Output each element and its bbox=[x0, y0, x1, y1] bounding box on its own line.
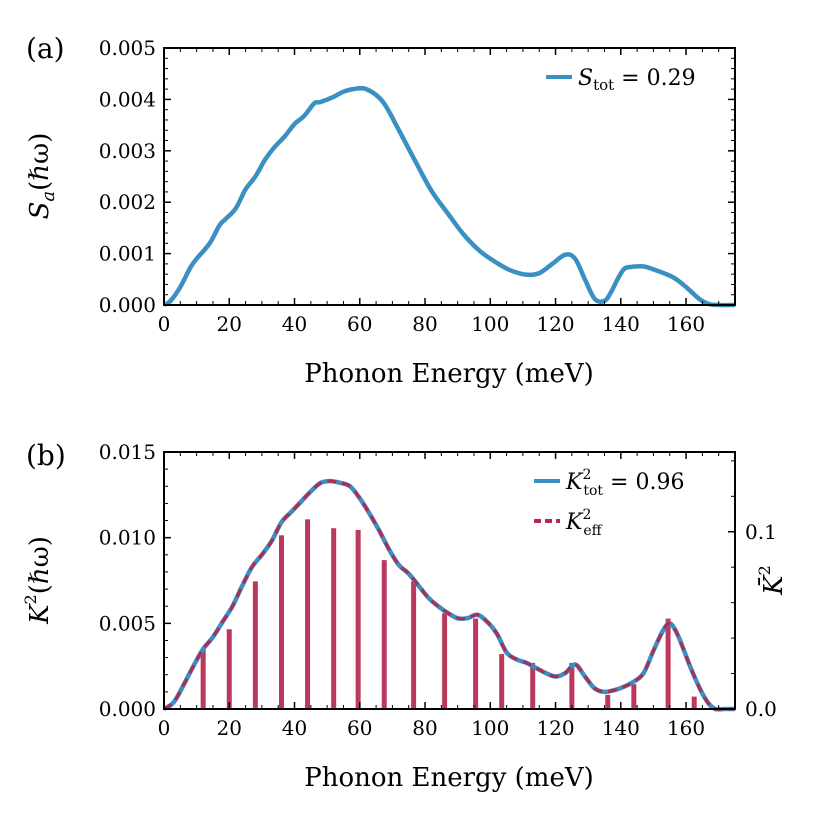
bar bbox=[411, 581, 417, 709]
panel-a-xlabel: Phonon Energy (meV) bbox=[304, 359, 594, 389]
y-tick-label: 0.010 bbox=[99, 526, 156, 550]
bar bbox=[278, 535, 284, 709]
x-tick-label: 160 bbox=[667, 312, 705, 336]
panel-b-frame bbox=[163, 451, 736, 710]
bar bbox=[665, 618, 671, 709]
y-tick-label: 0.004 bbox=[99, 87, 156, 111]
bar bbox=[381, 560, 387, 709]
bar bbox=[530, 662, 536, 709]
y-tick-label: 0.000 bbox=[99, 293, 156, 317]
bar bbox=[305, 519, 311, 709]
bar bbox=[331, 528, 337, 709]
bar bbox=[691, 696, 697, 709]
series-line-k-eff bbox=[163, 479, 735, 711]
y-tick-label: 0.005 bbox=[99, 611, 156, 635]
x-tick-label: 100 bbox=[471, 312, 509, 336]
x-tick-label: 0 bbox=[158, 312, 171, 336]
series-line-k-tot bbox=[162, 478, 735, 712]
panel-a-frame bbox=[163, 47, 736, 306]
bar bbox=[631, 684, 637, 709]
bar bbox=[442, 613, 448, 709]
y-tick-label: 0.002 bbox=[99, 190, 156, 214]
bar bbox=[569, 662, 575, 709]
x-tick-label: 160 bbox=[667, 716, 705, 740]
x-tick-label: 60 bbox=[347, 312, 372, 336]
bar bbox=[200, 648, 206, 709]
legend-label-k-tot: K2 tot = 0.96 bbox=[565, 467, 684, 499]
bar bbox=[355, 529, 361, 709]
bar bbox=[499, 654, 505, 709]
panel-b-ylabel: K2(ℏω) bbox=[21, 536, 55, 625]
panel-b-y2label: K̄2 bbox=[755, 565, 789, 596]
panel-b-legend: K2 tot = 0.96 K2 eff bbox=[534, 467, 684, 539]
panel-b-label: (b) bbox=[26, 439, 66, 472]
x-tick-label: 120 bbox=[536, 716, 574, 740]
panel-a-ylabel: Sa(ℏω) bbox=[25, 133, 59, 220]
x-tick-label: 120 bbox=[536, 312, 574, 336]
panel-a: (a) 0 20 40 60 80 100 120 140 160 0.000 0.001 0.00… bbox=[25, 32, 736, 389]
x-tick-label: 0 bbox=[158, 716, 171, 740]
panel-b-xlabel: Phonon Energy (meV) bbox=[304, 763, 594, 793]
x-tick-label: 140 bbox=[602, 312, 640, 336]
x-tick-label: 140 bbox=[602, 716, 640, 740]
bar bbox=[605, 694, 611, 709]
y2-tick-label: 0.1 bbox=[745, 520, 777, 544]
y-tick-label: 0.001 bbox=[99, 242, 156, 266]
y-tick-label: 0.015 bbox=[99, 440, 156, 464]
y2-tick-label: 0.0 bbox=[745, 697, 777, 721]
x-tick-label: 20 bbox=[217, 716, 242, 740]
x-tick-label: 20 bbox=[217, 312, 242, 336]
x-tick-label: 80 bbox=[412, 716, 437, 740]
x-tick-label: 40 bbox=[282, 312, 307, 336]
series-line-s-tot bbox=[162, 85, 736, 308]
panel-a-legend: Stot = 0.29 bbox=[546, 66, 696, 94]
bar bbox=[226, 629, 232, 709]
x-tick-label: 100 bbox=[471, 716, 509, 740]
x-tick-label: 60 bbox=[347, 716, 372, 740]
x-tick-label: 40 bbox=[282, 716, 307, 740]
y-tick-label: 0.003 bbox=[99, 139, 156, 163]
panel-a-label: (a) bbox=[26, 32, 65, 65]
x-tick-label: 80 bbox=[412, 312, 437, 336]
bar bbox=[473, 618, 479, 709]
bar bbox=[252, 581, 258, 709]
y-tick-label: 0.005 bbox=[99, 36, 156, 60]
legend-label-k-eff: K2 eff bbox=[565, 507, 603, 539]
legend-label-s-tot: Stot = 0.29 bbox=[578, 66, 696, 94]
panel-b: (b) 0 20 40 60 80 100 120 140 160 0.000 0.005 0.01… bbox=[21, 439, 789, 793]
y-tick-label: 0.000 bbox=[99, 697, 156, 721]
